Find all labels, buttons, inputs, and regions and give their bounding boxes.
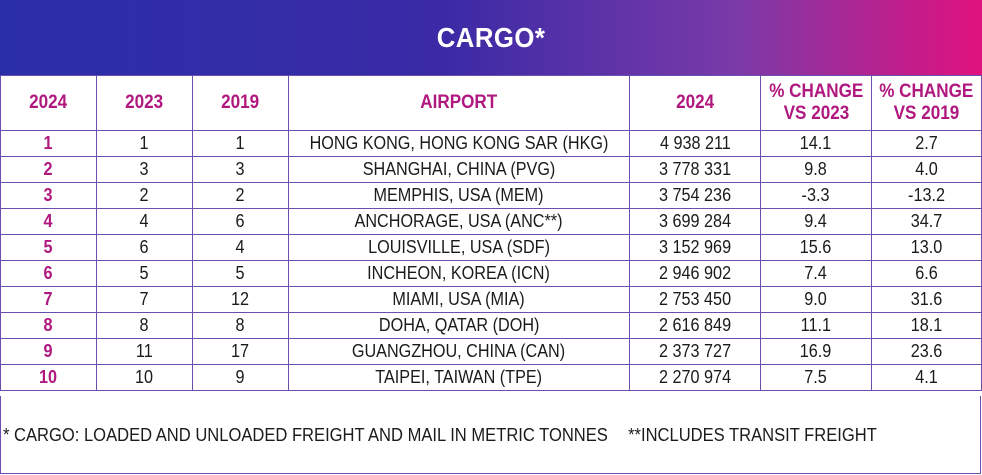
table-row: 7 7 12 MIAMI, USA (MIA) 2 753 450 9.0 31.6 [0,286,982,313]
cell-rank-2019: 3 [192,156,289,183]
cargo-table-container: 2024 2023 2019 AIRPORT 2024 % CHANGE VS … [0,75,982,391]
cell-change-vs-2023: -3.3 [760,182,872,209]
cell-airport: HONG KONG, HONG KONG SAR (HKG) [288,130,630,157]
cell-rank-2019: 2 [192,182,289,209]
table-row: 3 2 2 MEMPHIS, USA (MEM) 3 754 236 -3.3 -13.2 [0,182,982,209]
cell-rank-2024: 2 [0,156,97,183]
cell-airport: MEMPHIS, USA (MEM) [288,182,630,209]
cell-rank-2023: 3 [96,156,193,183]
footnote-cargo: * CARGO: LOADED AND UNLOADED FREIGHT AND… [3,425,608,445]
cell-airport: TAIPEI, TAIWAN (TPE) [288,364,630,391]
table-row: 5 6 4 LOUISVILLE, USA (SDF) 3 152 969 15.6 13.… [0,234,982,261]
cell-change-vs-2019: 31.6 [871,286,982,313]
cell-volume-2024: 3 778 331 [629,156,761,183]
header-rank-2023: 2023 [96,75,193,131]
cell-rank-2019: 5 [192,260,289,287]
cell-rank-2019: 8 [192,312,289,339]
header-rank-2024: 2024 [0,75,97,131]
cell-rank-2019: 9 [192,364,289,391]
table-row: 10 10 9 TAIPEI, TAIWAN (TPE) 2 270 974 7.5 4.1 [0,364,982,391]
cell-rank-2024: 9 [0,338,97,365]
cell-volume-2024: 2 946 902 [629,260,761,287]
cell-change-vs-2023: 11.1 [760,312,872,339]
cell-change-vs-2023: 15.6 [760,234,872,261]
cell-rank-2023: 6 [96,234,193,261]
table-body: 1 1 1 HONG KONG, HONG KONG SAR (HKG) 4 938 2… [0,130,982,391]
header-change-vs-2023: % CHANGE VS 2023 [760,75,872,131]
table-row: 2 3 3 SHANGHAI, CHINA (PVG) 3 778 331 9.8 4.0 [0,156,982,183]
cell-airport: ANCHORAGE, USA (ANC**) [288,208,630,235]
cell-airport: LOUISVILLE, USA (SDF) [288,234,630,261]
cell-rank-2024: 3 [0,182,97,209]
cell-volume-2024: 3 699 284 [629,208,761,235]
cell-airport: MIAMI, USA (MIA) [288,286,630,313]
cell-rank-2019: 4 [192,234,289,261]
cell-change-vs-2019: 34.7 [871,208,982,235]
cell-rank-2023: 1 [96,130,193,157]
cell-volume-2024: 2 270 974 [629,364,761,391]
cell-rank-2024: 7 [0,286,97,313]
cell-rank-2024: 8 [0,312,97,339]
cell-rank-2023: 11 [96,338,193,365]
cell-volume-2024: 3 754 236 [629,182,761,209]
page-title: CARGO* [436,21,546,53]
cell-change-vs-2023: 16.9 [760,338,872,365]
cell-rank-2024: 5 [0,234,97,261]
cell-rank-2019: 17 [192,338,289,365]
cell-rank-2023: 10 [96,364,193,391]
cell-rank-2023: 5 [96,260,193,287]
cell-volume-2024: 4 938 211 [629,130,761,157]
cell-change-vs-2023: 9.8 [760,156,872,183]
cell-rank-2023: 4 [96,208,193,235]
footnote-transit: **INCLUDES TRANSIT FREIGHT [628,425,877,445]
cell-change-vs-2023: 7.4 [760,260,872,287]
table-row: 8 8 8 DOHA, QATAR (DOH) 2 616 849 11.1 18.1 [0,312,982,339]
cell-change-vs-2019: 13.0 [871,234,982,261]
cell-rank-2019: 6 [192,208,289,235]
cell-rank-2023: 8 [96,312,193,339]
cell-airport: DOHA, QATAR (DOH) [288,312,630,339]
cell-rank-2024: 4 [0,208,97,235]
cell-airport: INCHEON, KOREA (ICN) [288,260,630,287]
cell-change-vs-2019: 6.6 [871,260,982,287]
cell-rank-2024: 1 [0,130,97,157]
cell-change-vs-2019: -13.2 [871,182,982,209]
table-row: 6 5 5 INCHEON, KOREA (ICN) 2 946 902 7.4 6.6 [0,260,982,287]
cell-rank-2023: 7 [96,286,193,313]
footnote-text: * CARGO: LOADED AND UNLOADED FREIGHT AND… [3,425,877,446]
cell-change-vs-2019: 4.1 [871,364,982,391]
cell-rank-2024: 6 [0,260,97,287]
table-row: 4 4 6 ANCHORAGE, USA (ANC**) 3 699 284 9.4 34.… [0,208,982,235]
header-rank-2019: 2019 [192,75,289,131]
header-row: 2024 2023 2019 AIRPORT 2024 % CHANGE VS … [0,75,982,131]
cell-rank-2019: 12 [192,286,289,313]
header-airport: AIRPORT [288,75,630,131]
cell-change-vs-2019: 23.6 [871,338,982,365]
cell-change-vs-2019: 4.0 [871,156,982,183]
cell-volume-2024: 2 373 727 [629,338,761,365]
cell-airport: SHANGHAI, CHINA (PVG) [288,156,630,183]
cell-change-vs-2023: 9.0 [760,286,872,313]
header-volume-2024: 2024 [629,75,761,131]
cell-volume-2024: 2 753 450 [629,286,761,313]
cell-airport: GUANGZHOU, CHINA (CAN) [288,338,630,365]
table-row: 9 11 17 GUANGZHOU, CHINA (CAN) 2 373 727 16.9… [0,338,982,365]
cargo-ranking-table: 2024 2023 2019 AIRPORT 2024 % CHANGE VS … [0,75,982,391]
cell-change-vs-2019: 18.1 [871,312,982,339]
cell-change-vs-2019: 2.7 [871,130,982,157]
cell-volume-2024: 2 616 849 [629,312,761,339]
table-row: 1 1 1 HONG KONG, HONG KONG SAR (HKG) 4 938 2… [0,130,982,157]
cell-change-vs-2023: 9.4 [760,208,872,235]
cell-change-vs-2023: 7.5 [760,364,872,391]
footnote-area: * CARGO: LOADED AND UNLOADED FREIGHT AND… [0,396,981,474]
header-change-vs-2019: % CHANGE VS 2019 [871,75,982,131]
cell-rank-2024: 10 [0,364,97,391]
cell-change-vs-2023: 14.1 [760,130,872,157]
cell-rank-2019: 1 [192,130,289,157]
cell-volume-2024: 3 152 969 [629,234,761,261]
cell-rank-2023: 2 [96,182,193,209]
title-banner: CARGO* [0,0,982,75]
